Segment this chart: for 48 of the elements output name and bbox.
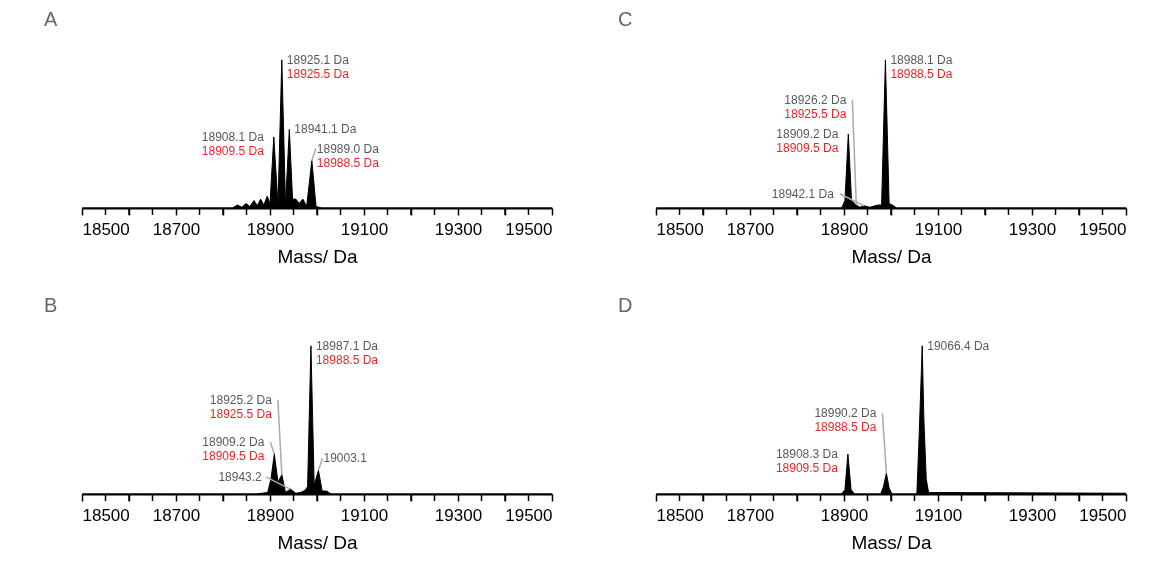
x-tick-label: 19300 bbox=[1008, 505, 1057, 525]
x-tick-label: 19500 bbox=[1079, 219, 1127, 239]
annotation: 18987.1 Da 18988.5 Da bbox=[315, 338, 379, 367]
annotation: 18909.2 Da 18909.5 Da bbox=[202, 435, 265, 463]
x-tick-label: 18500 bbox=[82, 219, 130, 239]
annotation: 18989.0 Da 18988.5 Da bbox=[316, 141, 380, 170]
x-tick-label: 19500 bbox=[505, 505, 553, 525]
annotation: 18941.1 Da bbox=[294, 122, 357, 137]
x-tick-label: 18700 bbox=[152, 505, 201, 525]
x-tick-label: 18500 bbox=[656, 219, 704, 239]
chart-title: B bbox=[44, 294, 58, 316]
x-tick-label: 18900 bbox=[820, 219, 869, 239]
annotation: 18990.2 Da 18988.5 Da bbox=[814, 406, 877, 435]
annotation: 18925.2 Da 18925.5 Da bbox=[209, 392, 273, 421]
x-tick-label: 18700 bbox=[726, 505, 775, 525]
x-tick-label: 19100 bbox=[914, 219, 963, 239]
annotation: 18925.1 Da 18925.5 Da bbox=[286, 52, 350, 81]
annotation: 19066.4 Da bbox=[927, 338, 990, 353]
chart-title: C bbox=[618, 8, 633, 30]
annotation: 18988.1 Da 18988.5 Da bbox=[890, 52, 953, 81]
chart-title: A bbox=[44, 8, 58, 30]
x-tick-label: 18900 bbox=[246, 505, 295, 525]
x-axis-title: Mass/ Da bbox=[851, 245, 933, 267]
x-tick-label: 18700 bbox=[726, 219, 775, 239]
x-axis-title: Mass/ Da bbox=[277, 531, 359, 553]
x-tick-label: 18500 bbox=[656, 505, 704, 525]
x-tick-label: 18500 bbox=[82, 505, 130, 525]
x-tick-label: 19300 bbox=[1008, 219, 1057, 239]
annotation: 18942.1 Da bbox=[771, 186, 835, 201]
x-tick-label: 18900 bbox=[246, 219, 295, 239]
annotation: 18909.2 Da 18909.5 Da bbox=[776, 126, 839, 155]
x-tick-label: 19500 bbox=[1079, 505, 1127, 525]
x-tick-label: 18900 bbox=[820, 505, 869, 525]
x-tick-label: 19300 bbox=[434, 219, 483, 239]
x-axis-title: Mass/ Da bbox=[277, 245, 359, 267]
x-tick-label: 19100 bbox=[914, 505, 963, 525]
annotation: 19003.1 bbox=[323, 451, 368, 466]
annotation: 18943.2 bbox=[218, 470, 263, 485]
x-tick-label: 19100 bbox=[340, 219, 389, 239]
chart-title: D bbox=[618, 294, 633, 316]
annotation: 18926.2 Da 18925.5 Da bbox=[784, 93, 847, 122]
x-tick-label: 19100 bbox=[340, 505, 389, 525]
annotation: 18908.1 Da 18909.5 Da bbox=[201, 129, 265, 158]
x-tick-label: 18700 bbox=[152, 219, 201, 239]
x-tick-label: 19300 bbox=[434, 505, 483, 525]
x-axis-title: Mass/ Da bbox=[851, 531, 933, 553]
x-tick-label: 19500 bbox=[505, 219, 553, 239]
annotation: 18908.3 Da 18909.5 Da bbox=[775, 447, 839, 475]
